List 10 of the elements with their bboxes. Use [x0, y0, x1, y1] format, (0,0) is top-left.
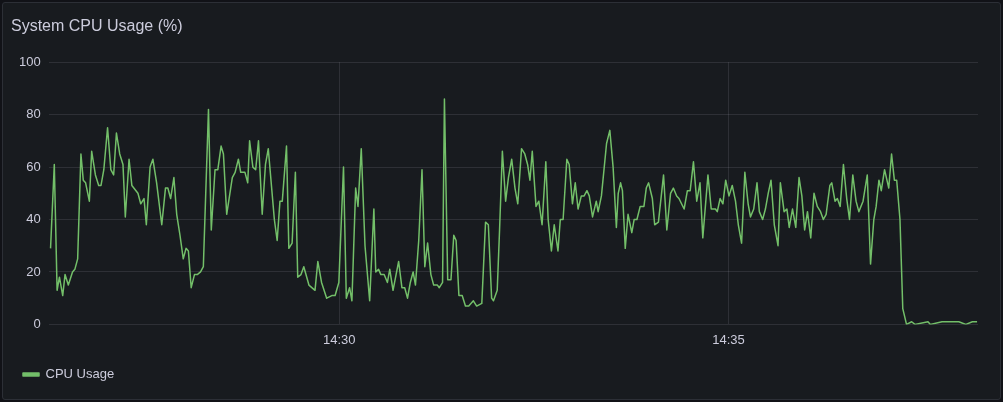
chart-title: System CPU Usage (%) — [11, 17, 183, 35]
y-tick-label: 60 — [26, 158, 41, 174]
y-tick-label: 0 — [33, 315, 41, 331]
x-tick-label: 14:30 — [323, 331, 356, 347]
y-tick-label: 100 — [18, 53, 41, 69]
x-tick-label: 14:35 — [712, 331, 745, 347]
y-tick-label: 40 — [26, 211, 41, 227]
legend-label: CPU Usage — [45, 366, 115, 382]
y-tick-label: 80 — [26, 106, 41, 122]
y-tick-label: 20 — [26, 263, 41, 279]
